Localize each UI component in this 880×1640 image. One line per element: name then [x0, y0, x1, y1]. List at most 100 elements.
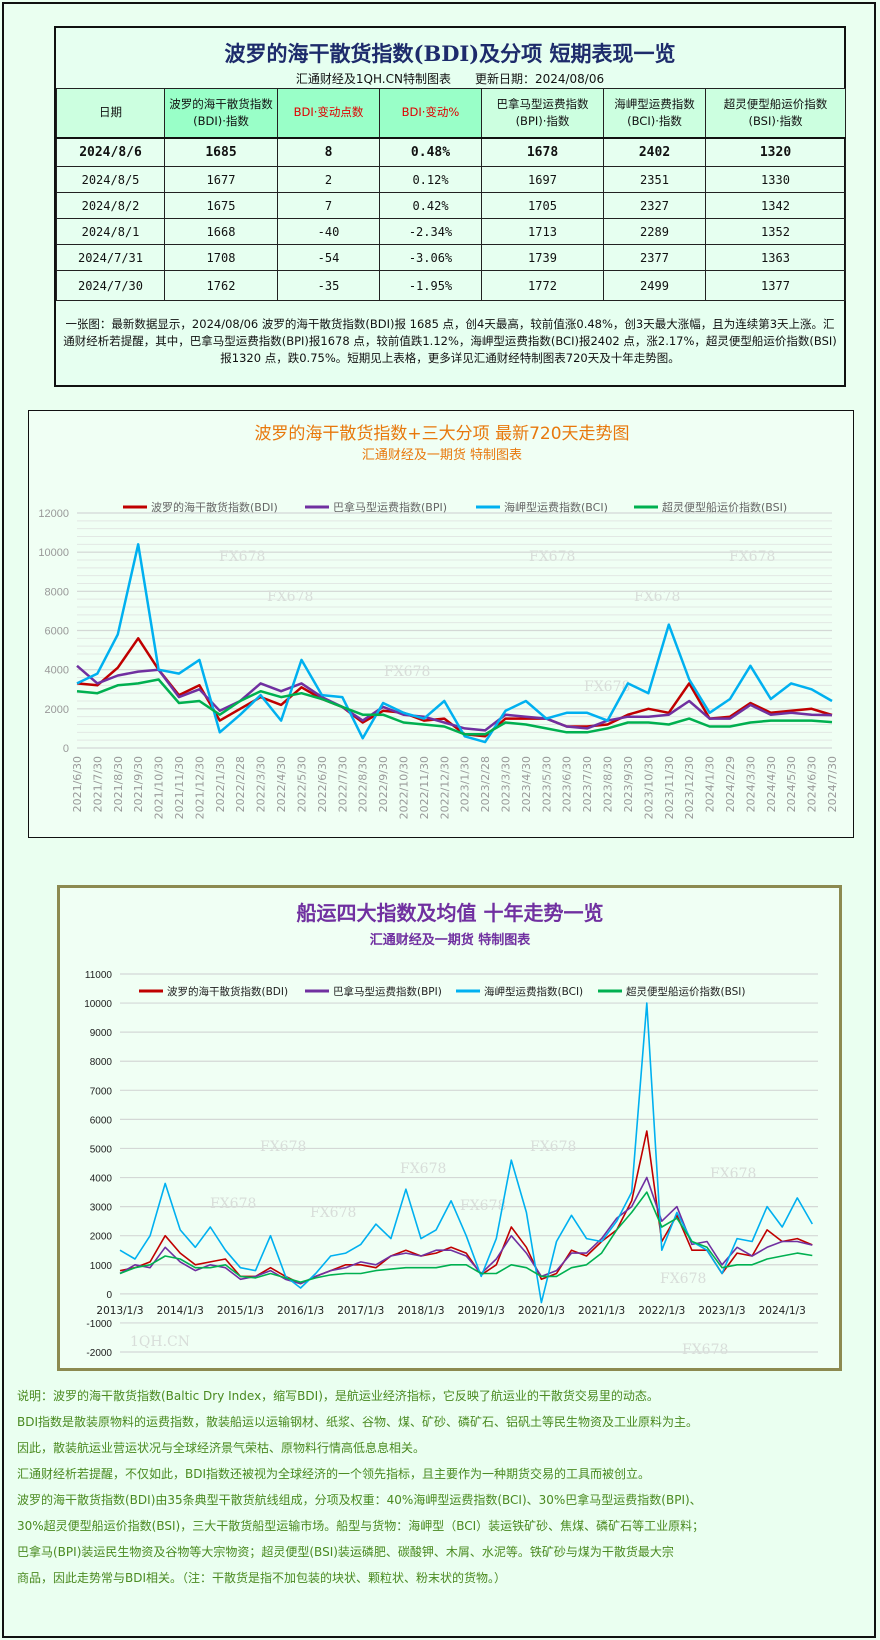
column-header: BDI·变动点数 — [277, 88, 380, 139]
x-tick-label: 2013/1/3 — [96, 1305, 143, 1317]
y-tick-label: 11000 — [85, 970, 113, 981]
x-tick-label: 2023/9/30 — [622, 756, 635, 812]
series-line-bci — [119, 1002, 813, 1304]
watermark-text: FX678 — [267, 589, 313, 605]
table-subtitle: 汇通财经及1QH.CN特制图表 更新日期：2024/08/06 — [295, 72, 605, 86]
note-line: 说明：波罗的海干散货指数(Baltic Dry Index，缩写BDI)，是航运… — [17, 1389, 659, 1403]
table-cell: 1697 — [481, 166, 604, 193]
table-cell: 1352 — [705, 218, 846, 245]
x-tick-label: 2014/1/3 — [157, 1305, 204, 1317]
x-tick-label: 2016/1/3 — [277, 1305, 324, 1317]
table-cell: 2499 — [603, 270, 706, 301]
note-line: 商品，因此走势常与BDI相关。（注：干散货是指不加包装的块状、颗粒状、粉末状的货… — [17, 1571, 507, 1585]
watermark-text: FX678 — [710, 1166, 756, 1182]
table-cell: 1320 — [705, 137, 846, 167]
column-header: 超灵便型船运价指数 (BSI)·指数 — [705, 88, 846, 139]
x-tick-label: 2022/5/30 — [295, 756, 308, 812]
series-line-bdi — [119, 1130, 813, 1285]
table-cell: 8 — [277, 137, 380, 167]
table-cell: 2377 — [603, 244, 706, 271]
x-tick-label: 2021/11/30 — [173, 756, 186, 819]
watermark-text: FX678 — [400, 1161, 446, 1177]
table-cell: 1342 — [705, 192, 846, 219]
x-tick-label: 2024/5/30 — [785, 756, 798, 812]
chart-subtitle: 汇通财经及一期货 特制图表 — [370, 932, 532, 948]
table-cell: 2289 — [603, 218, 706, 245]
x-tick-label: 2023/11/30 — [663, 756, 676, 819]
x-tick-label: 2022/2/28 — [234, 756, 247, 812]
chart-ten-year: -2000 -1000 0 1000 2000 3000 4000 5000 6000 7000 8… — [57, 885, 842, 1371]
series-line-bdi — [76, 637, 833, 738]
table-row: 2024/8/6 1685 8 0.48% 1678 2402 1320 — [56, 137, 846, 167]
note-line: 波罗的海干散货指数(BDI)由35条典型干散货航线组成，分项及权重：40%海岬型… — [17, 1493, 702, 1507]
x-tick-label: 2023/2/28 — [479, 756, 492, 812]
chart-720-day-svg: 0 2000 4000 6000 8000 10000 12000 波罗的海干散货指数+三大分… — [38, 424, 839, 819]
table-cell: 1772 — [481, 270, 604, 301]
y-tick-label: 10000 — [38, 547, 69, 559]
chart-title: 船运四大指数及均值 十年走势一览 — [297, 901, 604, 925]
x-tick-label: 2022/6/30 — [316, 756, 329, 812]
note-line: 因此，散装航运业营运状况与全球经济景气荣枯、原物料行情高低息息相关。 — [17, 1441, 426, 1455]
chart-subtitle: 汇通财经及一期货 特制图表 — [362, 447, 522, 463]
legend-label: 海岬型运费指数(BCI) — [504, 500, 608, 514]
table-row: 2024/7/30 1762 -35 -1.95% 1772 2499 1377 — [56, 270, 846, 301]
y-tick-label: 2000 — [45, 704, 69, 716]
y-tick-label: -2000 — [86, 1348, 112, 1359]
table-row: 2024/7/31 1708 -54 -3.06% 1739 2377 1363 — [56, 244, 846, 271]
y-tick-label: 7000 — [90, 1086, 113, 1097]
x-tick-label: 2017/1/3 — [337, 1305, 384, 1317]
table-cell: 1678 — [481, 137, 604, 167]
table-cell: 1685 — [164, 137, 278, 167]
x-tick-label: 2019/1/3 — [458, 1305, 505, 1317]
series-line-bsi — [119, 1191, 813, 1284]
x-tick-label: 2024/1/30 — [704, 756, 717, 812]
y-tick-label: 2000 — [90, 1232, 113, 1243]
table-cell: 2024/8/1 — [56, 218, 165, 245]
table-cell: 2024/7/31 — [56, 244, 165, 271]
table-cell: 7 — [277, 192, 380, 219]
y-tick-label: 12000 — [38, 508, 69, 520]
x-tick-label: 2024/4/30 — [765, 756, 778, 812]
chart-ten-year-svg: -2000 -1000 0 1000 2000 3000 4000 5000 6000 7000 8… — [84, 901, 818, 1359]
watermark-text: FX678 — [310, 1205, 356, 1221]
x-tick-label: 2022/12/30 — [438, 756, 451, 819]
x-tick-label: 2024/1/3 — [759, 1305, 806, 1317]
x-tick-label: 2021/9/30 — [132, 756, 145, 812]
x-tick-label: 2023/8/30 — [602, 756, 615, 812]
series-line-bci — [76, 543, 833, 744]
table-cell: 2024/7/30 — [56, 270, 165, 301]
chart-title: 波罗的海干散货指数+三大分项 最新720天走势图 — [254, 424, 629, 444]
y-tick-label: 8000 — [45, 586, 69, 598]
column-header: 巴拿马型运费指数 (BPI)·指数 — [481, 88, 604, 139]
x-tick-label: 2023/6/30 — [561, 756, 574, 812]
watermark-text: FX678 — [260, 1139, 306, 1155]
series-line-bpi — [119, 1176, 813, 1285]
x-tick-label: 2022/4/30 — [275, 756, 288, 812]
x-tick-label: 2024/3/30 — [744, 756, 757, 812]
x-tick-label: 2021/8/30 — [112, 756, 125, 812]
table-cell: 1330 — [705, 166, 846, 193]
summary-table-panel: 波罗的海干散货指数(BDI)及分项 短期表现一览 汇通财经及1QH.CN特制图表… — [54, 26, 846, 387]
legend-label: 巴拿马型运费指数(BPI) — [333, 985, 442, 998]
x-tick-label: 2023/3/30 — [500, 756, 513, 812]
table-cell: -3.06% — [379, 244, 482, 271]
table-cell: 1713 — [481, 218, 604, 245]
x-tick-label: 2023/4/30 — [520, 756, 533, 812]
table-cell: 0.48% — [379, 137, 482, 167]
x-tick-label: 2020/1/3 — [518, 1305, 565, 1317]
watermark-text: FX678 — [219, 549, 265, 565]
table-cell: 2024/8/6 — [56, 137, 165, 167]
watermark-text: FX678 — [729, 549, 775, 565]
table-cell: 2327 — [603, 192, 706, 219]
table-cell: 1675 — [164, 192, 278, 219]
legend-label: 巴拿马型运费指数(BPI) — [333, 500, 447, 514]
table-cell: 1363 — [705, 244, 846, 271]
note-line: 汇通财经析若提醒，不仅如此，BDI指数还被视为全球经济的一个领先指标，且主要作为… — [17, 1467, 651, 1481]
x-tick-label: 2022/9/30 — [377, 756, 390, 812]
note-line: BDI指数是散装原物料的运费指数，散装船运以运输钢材、纸浆、谷物、煤、矿砂、磷矿… — [17, 1415, 699, 1429]
chart-720-day: 0 2000 4000 6000 8000 10000 12000 波罗的海干散货指数+三大分… — [28, 410, 854, 838]
note-line: 30%超灵便型船运价指数(BSI)，三大干散货船型运输市场。船型与货物：海岬型（… — [17, 1519, 705, 1533]
table-cell: 1739 — [481, 244, 604, 271]
watermark-text: FX678 — [634, 589, 680, 605]
table-cell: 0.42% — [379, 192, 482, 219]
